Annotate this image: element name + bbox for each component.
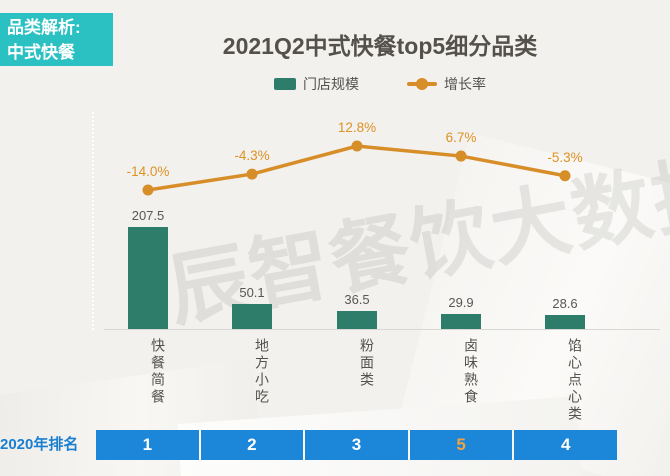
store-scale-bar	[545, 314, 585, 329]
store-scale-bar	[232, 304, 272, 329]
category-axis-label: 馅心点心类	[567, 338, 583, 423]
legend-item-bar: 门店规模	[274, 74, 359, 94]
store-scale-bar	[128, 227, 168, 329]
store-scale-bar	[441, 314, 481, 329]
bar-value-label: 29.9	[448, 295, 474, 311]
category-axis-label: 地方小吃	[254, 338, 270, 406]
category-tag-line1: 品类解析:	[7, 18, 81, 37]
rank-cell: 5	[409, 430, 513, 460]
line-point-marker	[351, 140, 363, 152]
category-axis-label: 粉面类	[359, 338, 375, 389]
category-axis-label: 卤味熟食	[463, 338, 479, 406]
category-tag: 品类解析: 中式快餐	[0, 13, 113, 66]
growth-rate-label: -4.3%	[234, 148, 270, 164]
store-scale-bar	[337, 311, 377, 329]
bar-value-label: 50.1	[239, 285, 265, 301]
growth-rate-label: 12.8%	[337, 120, 377, 136]
bar-value-label: 207.5	[131, 208, 165, 223]
bar-value-label: 28.6	[552, 295, 578, 311]
growth-rate-label: -14.0%	[126, 164, 170, 179]
growth-rate-label: 6.7%	[445, 130, 477, 146]
x-axis-baseline	[104, 329, 660, 330]
growth-rate-label: -5.3%	[547, 149, 583, 165]
y-axis-dotted-line	[92, 112, 94, 330]
rank-cell: 4	[514, 430, 617, 460]
bar-value-label: 36.5	[344, 292, 370, 308]
rank-cell: 1	[96, 430, 199, 460]
category-axis-label: 快餐简餐	[150, 338, 166, 406]
legend-bar-label: 门店规模	[303, 76, 359, 92]
line-legend-marker-icon	[407, 78, 437, 90]
legend-item-line: 增长率	[407, 74, 486, 94]
category-tag-line2: 中式快餐	[7, 42, 75, 62]
ranking-row-label: 2020年排名	[0, 436, 79, 453]
rank-cell: 3	[305, 430, 408, 460]
chart-legend: 门店规模 增长率	[100, 74, 660, 94]
line-point-marker	[142, 184, 154, 196]
legend-line-label: 增长率	[444, 76, 486, 92]
rank-cell: 2	[200, 430, 304, 460]
chart-title: 2021Q2中式快餐top5细分品类	[222, 33, 538, 59]
line-point-marker	[246, 168, 258, 180]
bar-legend-swatch-icon	[274, 78, 296, 90]
